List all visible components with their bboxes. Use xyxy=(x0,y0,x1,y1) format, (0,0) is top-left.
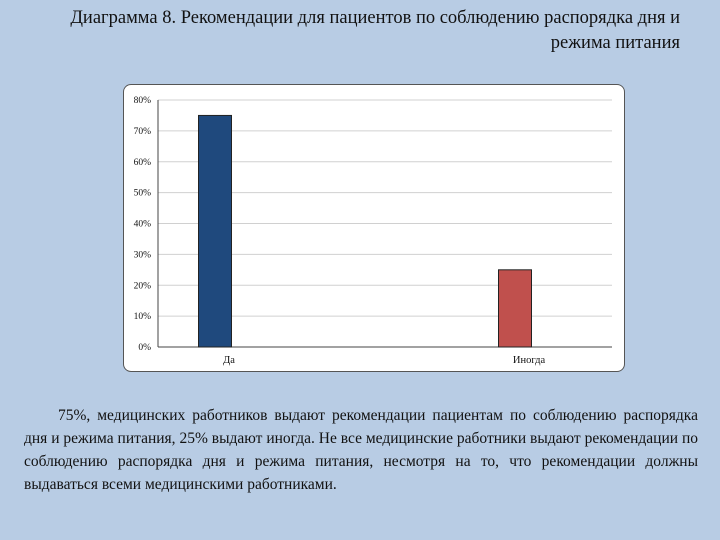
y-tick-label: 50% xyxy=(134,189,152,199)
y-tick-label: 70% xyxy=(134,127,152,137)
y-tick-label: 0% xyxy=(138,343,151,353)
summary-paragraph: 75%, медицинских работников выдают реком… xyxy=(24,407,698,493)
y-tick-label: 80% xyxy=(134,96,152,106)
bar-chart: 0% 10% 20% 30% 40% 50% 60% 70% 80% Да Иногда xyxy=(134,96,612,366)
bar-1 xyxy=(198,114,232,348)
x-category-label: Да xyxy=(223,355,235,366)
y-tick-label: 10% xyxy=(134,312,152,322)
x-category-label: Иногда xyxy=(513,355,546,366)
y-tick-label: 60% xyxy=(134,158,152,168)
slide-title: Диаграмма 8. Рекомендации для пациентов … xyxy=(70,8,680,53)
y-tick-label: 30% xyxy=(134,250,152,260)
y-tick-label: 40% xyxy=(134,220,152,230)
y-tick-label: 20% xyxy=(134,281,152,291)
chart-card: 0% 10% 20% 30% 40% 50% 60% 70% 80% Да Иногда xyxy=(123,84,625,372)
bar-2 xyxy=(498,269,532,348)
